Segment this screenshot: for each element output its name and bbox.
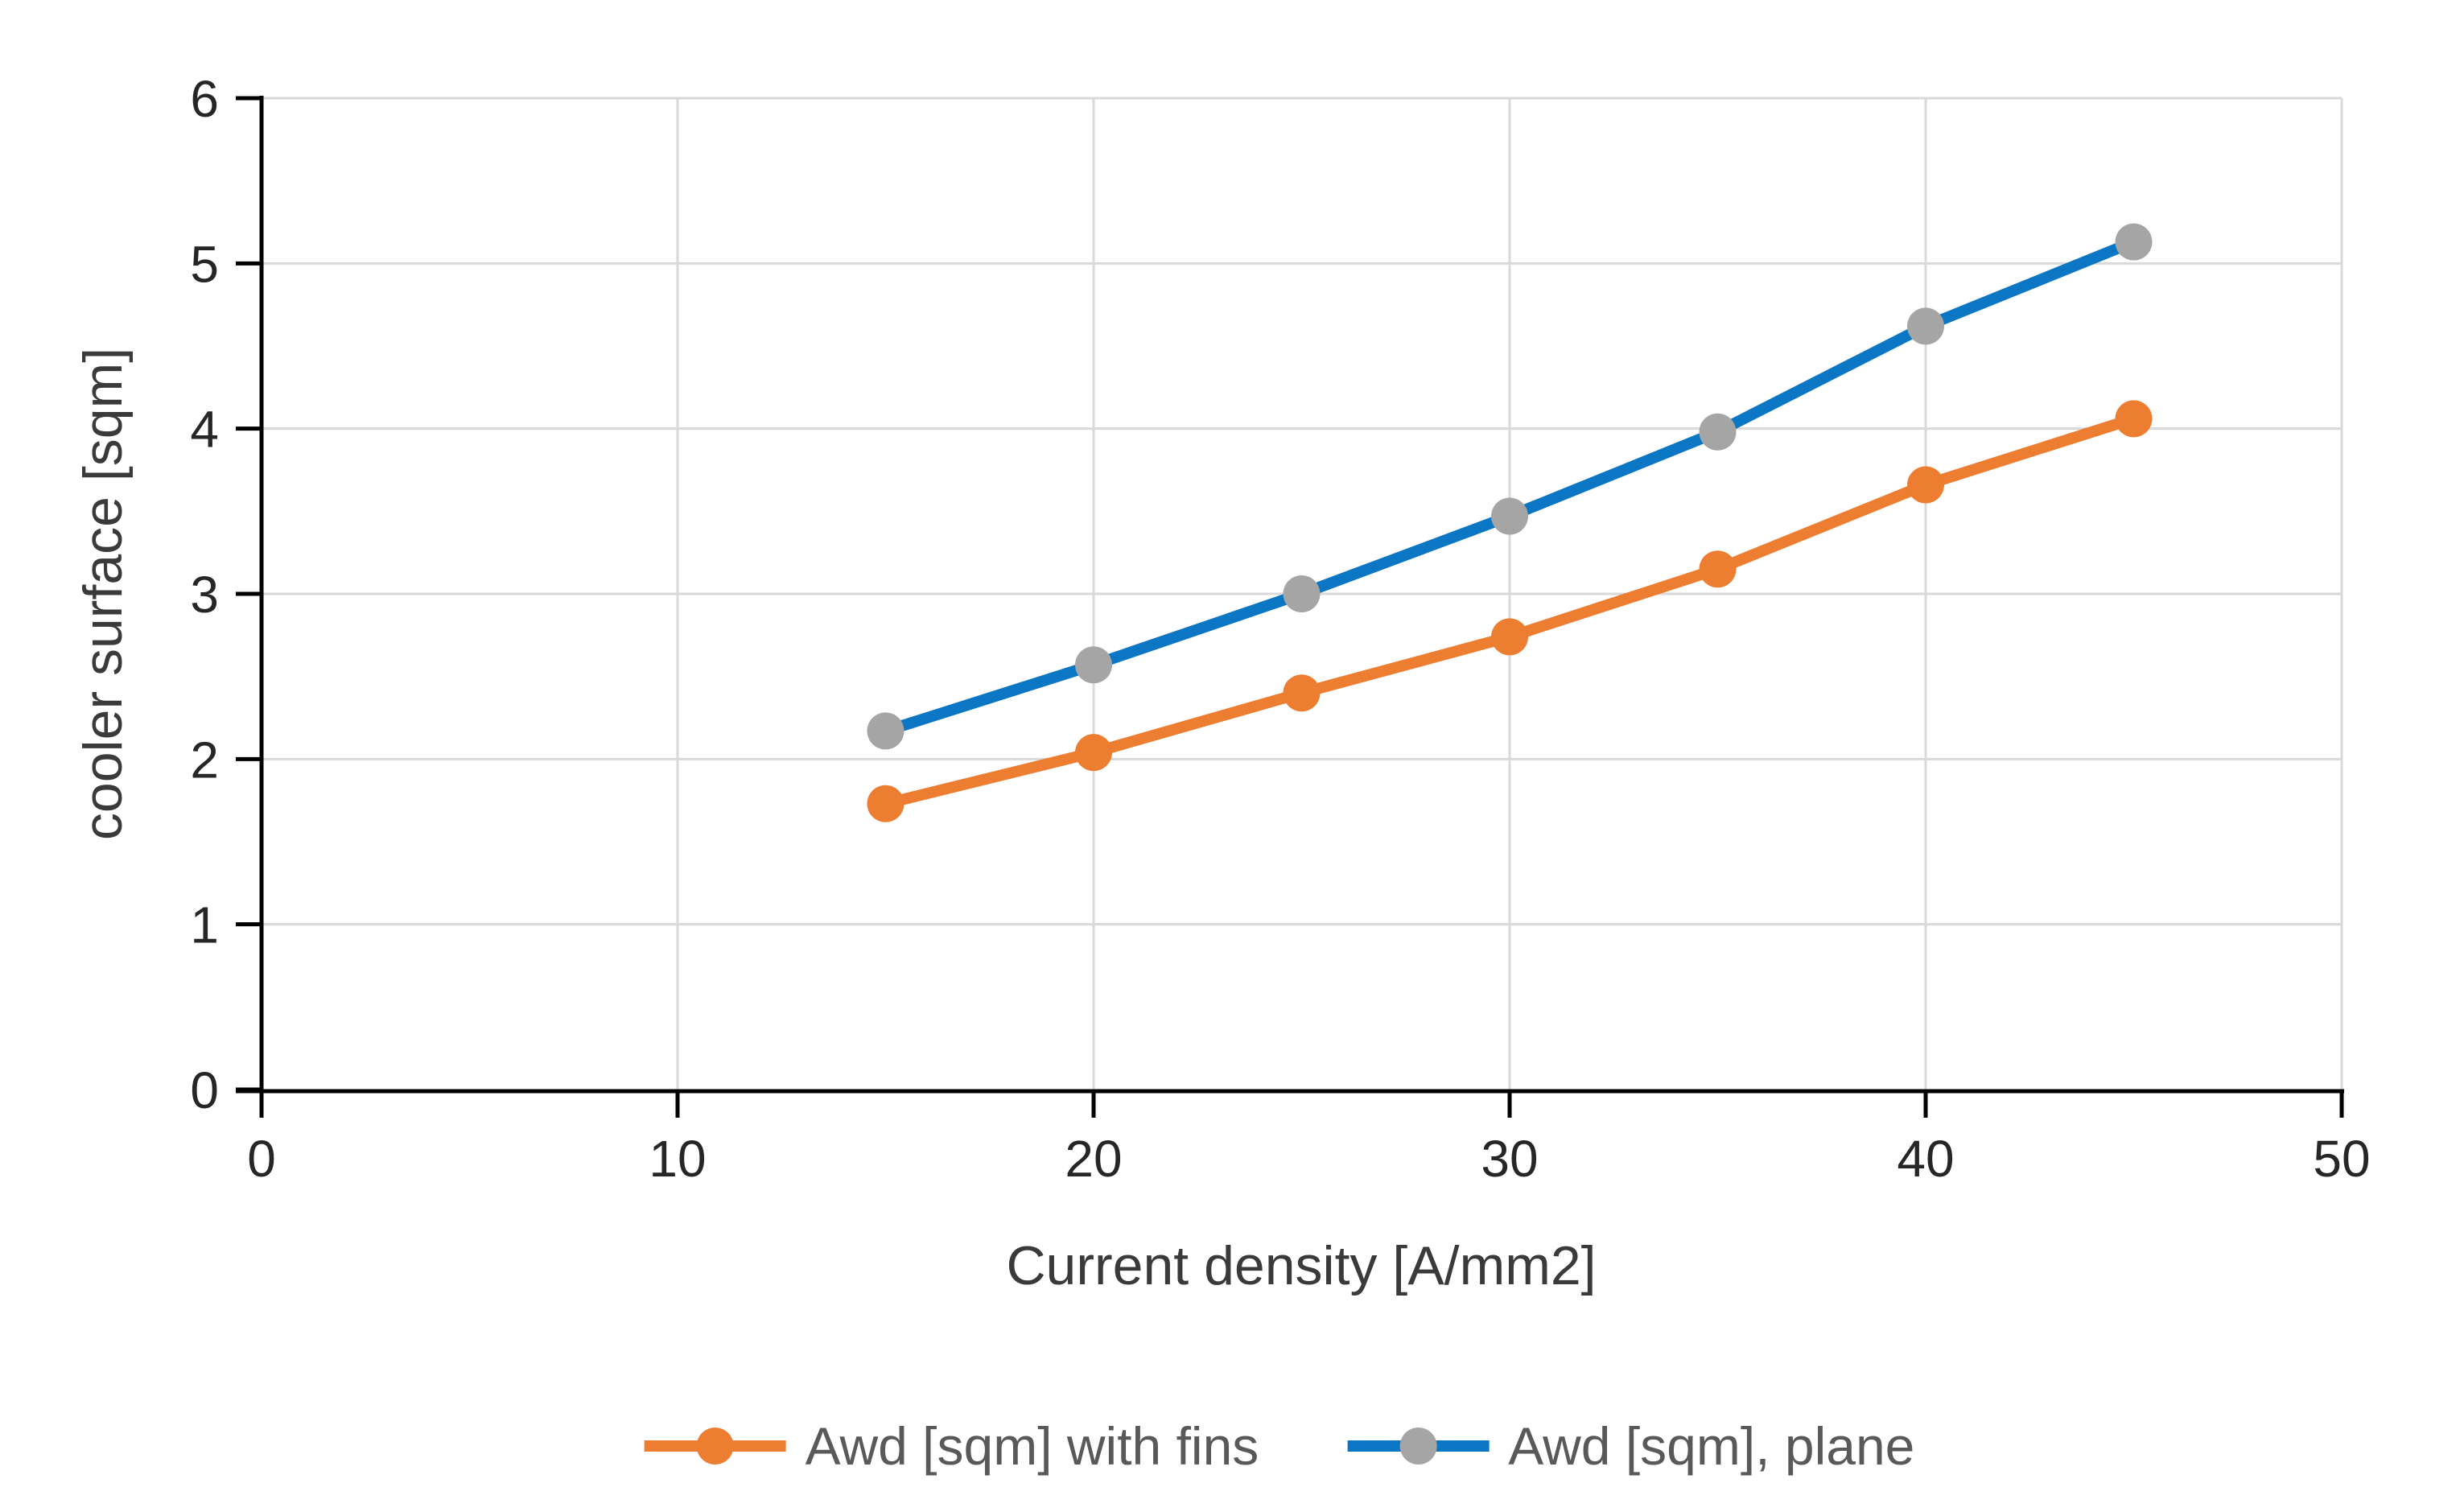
x-tick-label: 30 <box>1481 1130 1538 1188</box>
data-point-marker <box>867 712 904 750</box>
legend-sample-plane <box>1347 1427 1490 1465</box>
y-tick-label: 3 <box>190 566 219 624</box>
data-point-marker <box>1699 550 1737 588</box>
y-tick-label: 1 <box>190 896 219 954</box>
x-tick-label: 10 <box>649 1130 706 1188</box>
x-axis-title: Current density [A/mm2] <box>1006 1235 1597 1296</box>
legend-item-plane: Awd [sqm], plane <box>1347 1415 1914 1477</box>
data-point-marker <box>1491 497 1528 535</box>
legend-label-plane: Awd [sqm], plane <box>1508 1416 1915 1476</box>
data-point-marker <box>2115 223 2153 261</box>
data-point-marker <box>867 785 904 822</box>
legend: Awd [sqm] with fins Awd [sqm], plane <box>644 1415 1914 1477</box>
y-tick-label: 2 <box>190 731 219 789</box>
y-tick-label: 6 <box>190 70 219 128</box>
x-tick-label: 0 <box>247 1130 276 1188</box>
data-point-marker <box>2115 400 2153 438</box>
y-tick-label: 0 <box>190 1061 219 1119</box>
legend-label-with-fins: Awd [sqm] with fins <box>805 1416 1259 1476</box>
y-tick-label: 4 <box>190 401 219 459</box>
data-point-marker <box>1075 646 1112 684</box>
y-axis-title: cooler surface [sqm] <box>72 347 134 841</box>
x-tick-label: 20 <box>1065 1130 1122 1188</box>
data-point-marker <box>1907 466 1944 504</box>
data-point-marker <box>1283 575 1321 612</box>
data-point-marker <box>1283 674 1321 712</box>
y-tick-label: 5 <box>190 235 219 293</box>
data-point-marker <box>1491 618 1528 656</box>
data-point-marker <box>1907 307 1944 345</box>
legend-sample-with-fins <box>644 1427 786 1465</box>
x-tick-label: 40 <box>1897 1130 1954 1188</box>
x-tick-label: 50 <box>2313 1130 2370 1188</box>
data-point-marker <box>1075 734 1112 772</box>
legend-dot-icon <box>1399 1428 1437 1465</box>
data-point-marker <box>1699 413 1737 451</box>
legend-item-with-fins: Awd [sqm] with fins <box>644 1415 1259 1477</box>
legend-dot-icon <box>696 1428 734 1465</box>
